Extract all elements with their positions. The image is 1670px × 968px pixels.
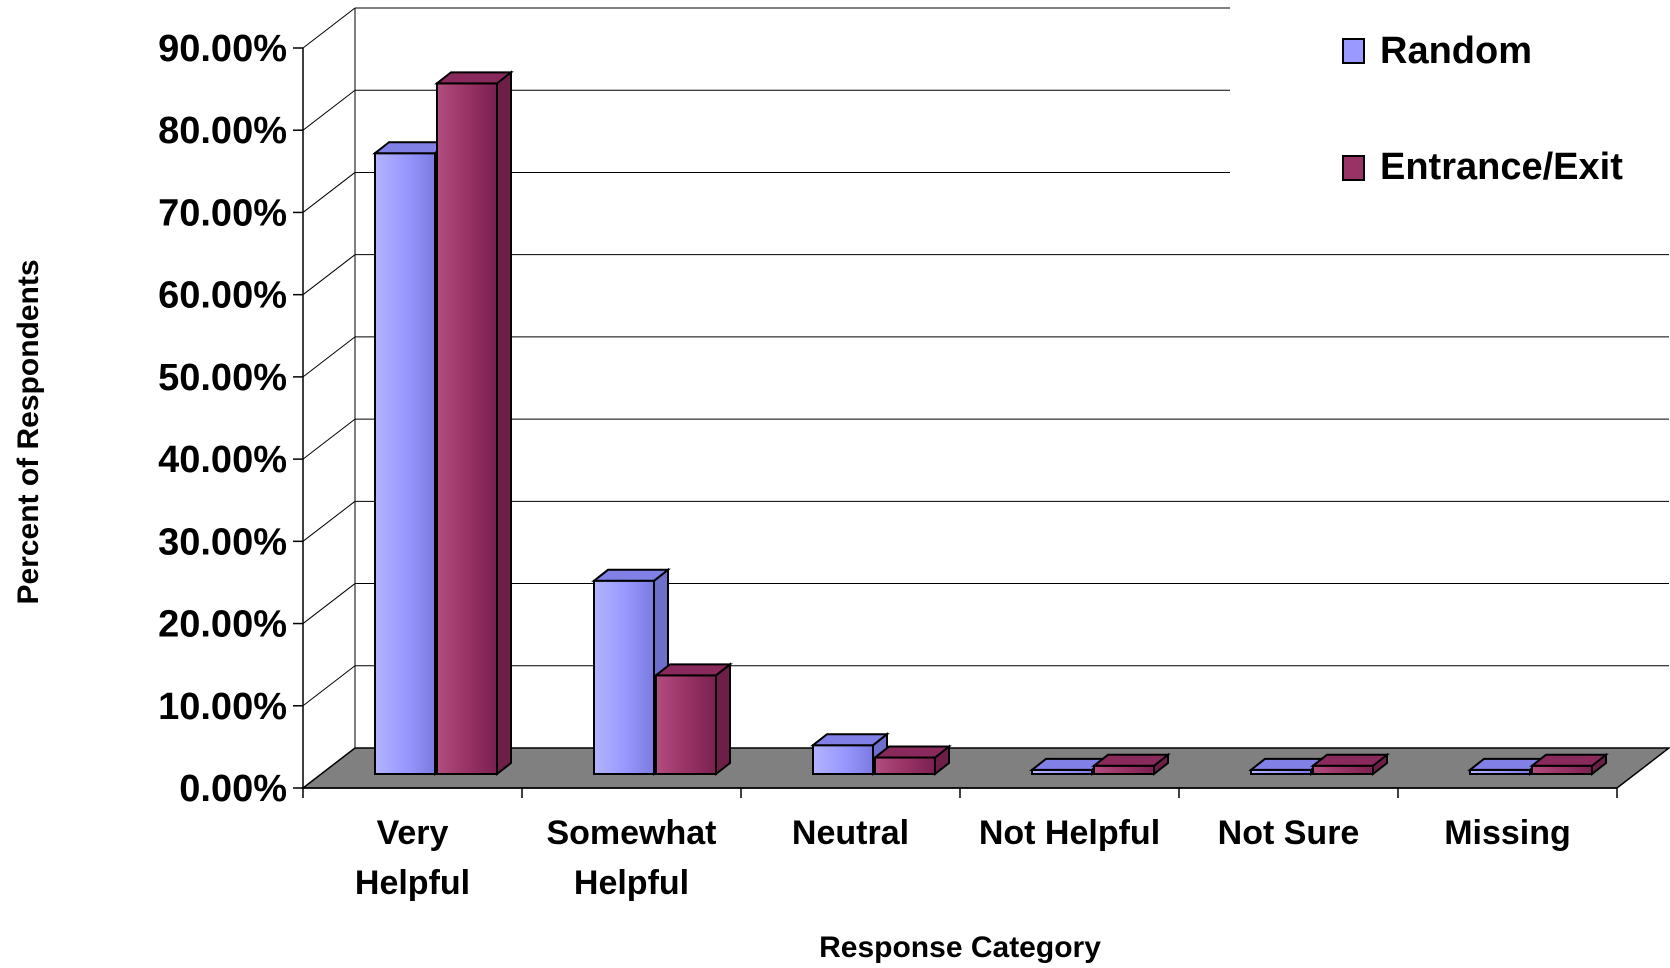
bar-front	[1531, 764, 1593, 775]
x-tick-label: Missing	[1444, 814, 1571, 852]
gridline-diagonal	[302, 336, 356, 378]
legend-label-entrance-exit: Entrance/Exit	[1380, 146, 1623, 188]
legend: Random Entrance/Exit	[1342, 30, 1623, 188]
bar-side	[715, 662, 731, 777]
y-tick-label: 10.00%	[158, 686, 287, 728]
gridlines	[302, 7, 1669, 789]
y-axis-title: Percent of Respondents	[12, 259, 45, 604]
bar-entrance-exit-5	[1529, 752, 1609, 777]
x-axis-title: Response Category	[819, 931, 1101, 964]
bars	[372, 70, 1609, 777]
x-tick-label: Neutral	[792, 814, 909, 852]
bar-entrance-exit-0	[434, 70, 514, 777]
bar-entrance-exit-2	[872, 744, 952, 777]
bar-top	[1310, 753, 1390, 767]
bar-front	[812, 744, 874, 776]
y-tick-label: 0.00%	[179, 768, 287, 810]
y-tick-label: 50.00%	[158, 357, 287, 399]
gridline-diagonal	[302, 172, 356, 213]
gridline-diagonal	[302, 418, 356, 460]
bar-front	[593, 579, 655, 775]
y-tick-label: 20.00%	[158, 604, 287, 646]
bar-random-0	[372, 140, 452, 777]
gridline-diagonal	[302, 7, 356, 49]
gridline-diagonal	[302, 583, 356, 624]
x-tick-label: Somewhat Helpful	[546, 814, 716, 902]
bar-top	[1091, 753, 1171, 767]
bar-side	[496, 70, 512, 777]
gridline-diagonal	[302, 89, 356, 131]
x-tick-label: Not Sure	[1218, 814, 1360, 852]
bar-front	[1093, 764, 1155, 775]
x-tick-label: Very Helpful	[355, 814, 470, 902]
bar-front	[655, 674, 717, 775]
legend-swatch-random	[1342, 38, 1365, 64]
legend-swatch-entrance-exit	[1342, 155, 1365, 181]
bar-top	[872, 745, 952, 759]
bar-entrance-exit-4	[1310, 752, 1390, 777]
y-tick-label: 60.00%	[158, 275, 287, 317]
x-tick-label: Not Helpful	[979, 814, 1160, 852]
axes	[293, 47, 1618, 798]
y-tick-label: 40.00%	[158, 439, 287, 481]
bar-front	[436, 82, 498, 776]
bar-entrance-exit-1	[653, 662, 733, 777]
gridline-diagonal	[302, 500, 356, 542]
bar-entrance-exit-3	[1091, 752, 1171, 777]
bar-front	[374, 152, 436, 775]
y-tick-label: 90.00%	[158, 28, 287, 70]
legend-label-random: Random	[1380, 30, 1532, 72]
bar-top	[1529, 753, 1609, 767]
axis-labels: 0.00% 10.00% 20.00% 30.00% 40.00% 50.00% 60.00…	[158, 28, 1571, 902]
y-tick-label: 30.00%	[158, 521, 287, 563]
bar-top	[591, 568, 671, 582]
y-tick-label: 70.00%	[158, 192, 287, 234]
y-tick-label: 80.00%	[158, 110, 287, 152]
gridline-diagonal	[302, 665, 356, 707]
bar-top	[810, 733, 890, 747]
bar-top	[434, 71, 514, 85]
bar-front	[874, 756, 936, 775]
gridline-diagonal	[302, 254, 356, 296]
bar-top	[653, 663, 733, 677]
bar-front	[1312, 764, 1374, 775]
